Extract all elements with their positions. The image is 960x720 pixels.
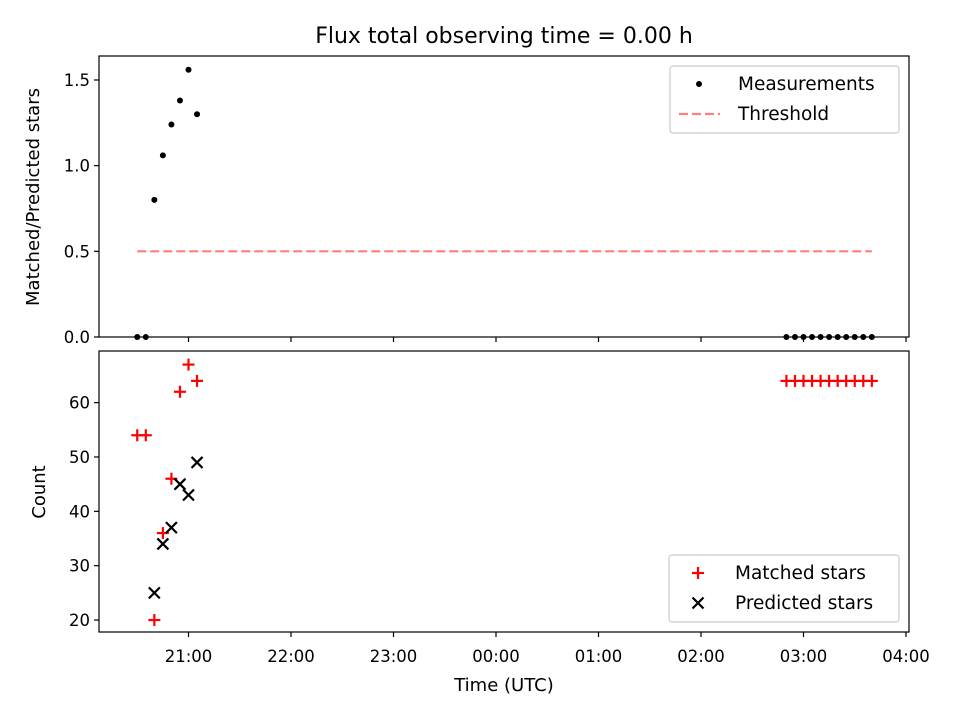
x-tick-label: 01:00: [575, 647, 623, 666]
legend-label-predicted: Predicted stars: [735, 593, 873, 614]
top-legend: Measurements Threshold: [669, 65, 900, 134]
x-tick-label: 04:00: [882, 647, 930, 666]
measurement-point: [176, 97, 183, 104]
bottom-y-ticks: 20 30 40 50 60: [69, 394, 99, 630]
x-tick-label: 21:00: [165, 647, 213, 666]
bottom-legend: Matched stars Predicted stars: [668, 554, 900, 623]
predicted-star-point: [182, 488, 195, 502]
legend-box: [669, 65, 900, 134]
legend-label-measurements: Measurements: [738, 74, 875, 95]
matched-star-point: [191, 374, 204, 387]
bottom-axes-frame: [98, 350, 910, 633]
y-tick-label: 20: [69, 611, 90, 630]
y-tick-label: 1.5: [64, 71, 90, 90]
y-tick-label: 0.5: [64, 242, 90, 261]
x-tick-label: 03:00: [780, 647, 828, 666]
predicted-star-point: [190, 456, 204, 469]
y-tick-label: 50: [69, 448, 90, 467]
y-tick-label: 60: [69, 394, 90, 413]
top-axes: 0.0 0.5 1.0 1.5 Matched/Predicted stars Mea…: [23, 55, 910, 347]
measurement-point: [159, 152, 166, 159]
legend-marker-measurements: [696, 81, 702, 87]
bottom-plot-area: [131, 358, 878, 627]
x-tick-label: 22:00: [267, 647, 315, 666]
bottom-y-axis-label: Count: [29, 465, 50, 518]
predicted-star-point: [156, 537, 170, 551]
measurement-point: [168, 121, 175, 128]
top-x-ticks: [187, 337, 907, 342]
legend-label-threshold: Threshold: [737, 104, 829, 125]
top-axes-frame: [98, 55, 910, 338]
legend-box: [668, 554, 900, 623]
top-y-axis-label: Matched/Predicted stars: [23, 88, 44, 306]
x-tick-label: 00:00: [472, 647, 520, 666]
bottom-x-ticks: 21:00 22:00 23:00 00:00 01:00 02:00 03:00 04:00: [165, 632, 930, 666]
x-tick-label: 02:00: [677, 647, 725, 666]
chart-title: Flux total observing time = 0.00 h: [315, 24, 693, 49]
matched-star-point: [173, 385, 186, 398]
predicted-star-point: [173, 477, 187, 491]
bottom-axes: 20 30 40 50 60 21:00 22:00 23:00 00:00 01:00 02:0…: [29, 350, 930, 696]
legend-label-matched: Matched stars: [735, 563, 866, 584]
measurement-point: [151, 196, 158, 203]
matched-star-point: [148, 614, 161, 627]
matched-star-point: [865, 374, 878, 387]
matched-star-point: [139, 429, 152, 442]
x-axis-label: Time (UTC): [453, 675, 554, 696]
legend-marker-matched: [692, 567, 704, 579]
predicted-star-point: [165, 521, 178, 534]
top-y-ticks: 0.0 0.5 1.0 1.5: [64, 71, 99, 347]
y-tick-label: 40: [69, 502, 90, 521]
x-tick-label: 23:00: [370, 647, 418, 666]
measurement-point: [194, 111, 201, 118]
y-tick-label: 0.0: [64, 328, 90, 347]
measurement-point: [185, 66, 192, 73]
predicted-star-point: [148, 586, 161, 600]
y-tick-label: 1.0: [64, 157, 90, 176]
y-tick-label: 30: [69, 557, 90, 576]
matched-star-point: [182, 358, 195, 371]
legend-marker-predicted: [691, 596, 705, 610]
